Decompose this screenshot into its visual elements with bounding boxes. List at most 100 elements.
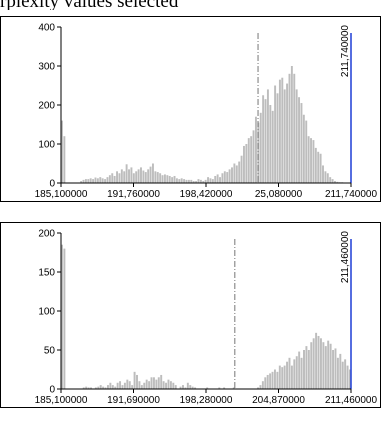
histogram-bar [303, 350, 305, 389]
histogram-bar [128, 381, 131, 389]
histogram-bar [307, 350, 310, 389]
histogram-bar [332, 350, 335, 389]
histogram-bar [149, 166, 152, 183]
histogram-bar [166, 175, 169, 183]
histogram-bar [144, 172, 147, 183]
histogram-bar [269, 373, 272, 389]
histogram-bar [295, 89, 298, 183]
histogram-bar [185, 179, 188, 183]
histogram-bar [137, 169, 140, 183]
histogram-bar [228, 169, 231, 183]
histogram-bar [171, 177, 174, 183]
histogram-bar [121, 385, 124, 389]
histogram-bar [214, 175, 217, 183]
histogram-bar [271, 110, 274, 183]
page-caption: rplexity values selected [0, 0, 381, 10]
histogram-bar [147, 169, 150, 183]
histogram-bar [165, 382, 168, 389]
histogram-bar [264, 377, 267, 389]
histogram-bar [197, 179, 200, 183]
histogram-bar [207, 177, 210, 183]
histogram-bar [116, 171, 118, 183]
histogram-bar [131, 385, 134, 389]
histogram-bar [148, 381, 151, 389]
histogram-bar [300, 103, 303, 183]
histogram-bar [329, 177, 332, 183]
histogram-bar [317, 151, 320, 183]
histogram-bar [80, 181, 83, 183]
histogram-bar [159, 173, 162, 183]
histogram-bar [138, 381, 141, 389]
histogram-bar [142, 170, 145, 183]
histogram-bar [140, 385, 143, 389]
histogram-bar [145, 379, 148, 389]
histogram-bar [94, 387, 97, 389]
y-tick-label: 200 [38, 101, 55, 112]
histogram-bar [245, 144, 248, 183]
histogram-bar [305, 346, 308, 389]
histogram-bar [184, 387, 187, 389]
histogram-bar [130, 167, 133, 183]
histogram-bar [322, 165, 324, 183]
histogram-bar [191, 386, 194, 389]
histogram-bar [274, 85, 277, 183]
histogram-bar [178, 179, 181, 183]
x-tick-label: 191,690000 [107, 395, 160, 406]
histogram-bar [312, 338, 315, 389]
histogram-bar [278, 365, 281, 389]
histogram-bar [167, 379, 170, 389]
histogram-bar [162, 381, 165, 389]
histogram-bar [183, 179, 186, 183]
histogram-bar [108, 175, 111, 183]
histogram-bar [298, 97, 301, 183]
histogram-bar [195, 181, 198, 183]
histogram-bar [250, 136, 253, 183]
histogram-bar [307, 136, 310, 183]
histogram-bar [132, 173, 135, 183]
histogram-bar [156, 172, 159, 183]
histogram-bar [254, 116, 257, 183]
histogram-bar [82, 179, 85, 183]
histogram-bar [206, 387, 209, 389]
histogram-bar [322, 342, 325, 389]
histogram-bar [286, 361, 289, 389]
histogram-bar [152, 377, 155, 389]
histogram-bar [336, 357, 339, 389]
histogram-bar [175, 178, 178, 183]
histogram-bar [189, 385, 192, 389]
histogram-bar [276, 93, 279, 183]
y-tick-label: 300 [38, 62, 55, 73]
histogram-bar [186, 382, 189, 389]
histogram-bar [160, 374, 163, 389]
histogram-bar [169, 381, 172, 389]
histogram-bar [223, 171, 226, 183]
histogram-bar [247, 138, 250, 183]
histogram-bar [223, 387, 226, 389]
histogram-bar [305, 120, 308, 183]
histogram-bar [82, 387, 85, 389]
histogram-bar [87, 387, 90, 389]
histogram-bar [346, 365, 349, 389]
histogram-bar [61, 120, 63, 183]
histogram-bar [288, 357, 291, 389]
threshold-label: 211,740000 [340, 25, 351, 78]
histogram-bar [192, 181, 195, 183]
histogram-bar [216, 174, 219, 183]
histogram-bar [106, 177, 109, 183]
histogram-bar [96, 178, 99, 183]
histogram-bar [90, 387, 92, 389]
histogram-bar [324, 171, 327, 183]
histogram-bar [298, 351, 301, 389]
histogram-bar [172, 382, 175, 389]
histogram-panel-bottom: 211,460000 0 50 100 150 200 185,100000 191,6900… [0, 222, 381, 408]
histogram-bar [87, 179, 90, 183]
histogram-bar [128, 169, 130, 183]
histogram-bar [174, 385, 177, 389]
histogram-bar [288, 73, 291, 183]
histogram-bar [312, 140, 315, 183]
x-tick-label: 211,460000 [325, 395, 378, 406]
histogram-bar [310, 138, 312, 183]
histogram-bar [94, 177, 97, 183]
histogram-bar [123, 171, 126, 183]
histogram-bar [111, 385, 114, 389]
